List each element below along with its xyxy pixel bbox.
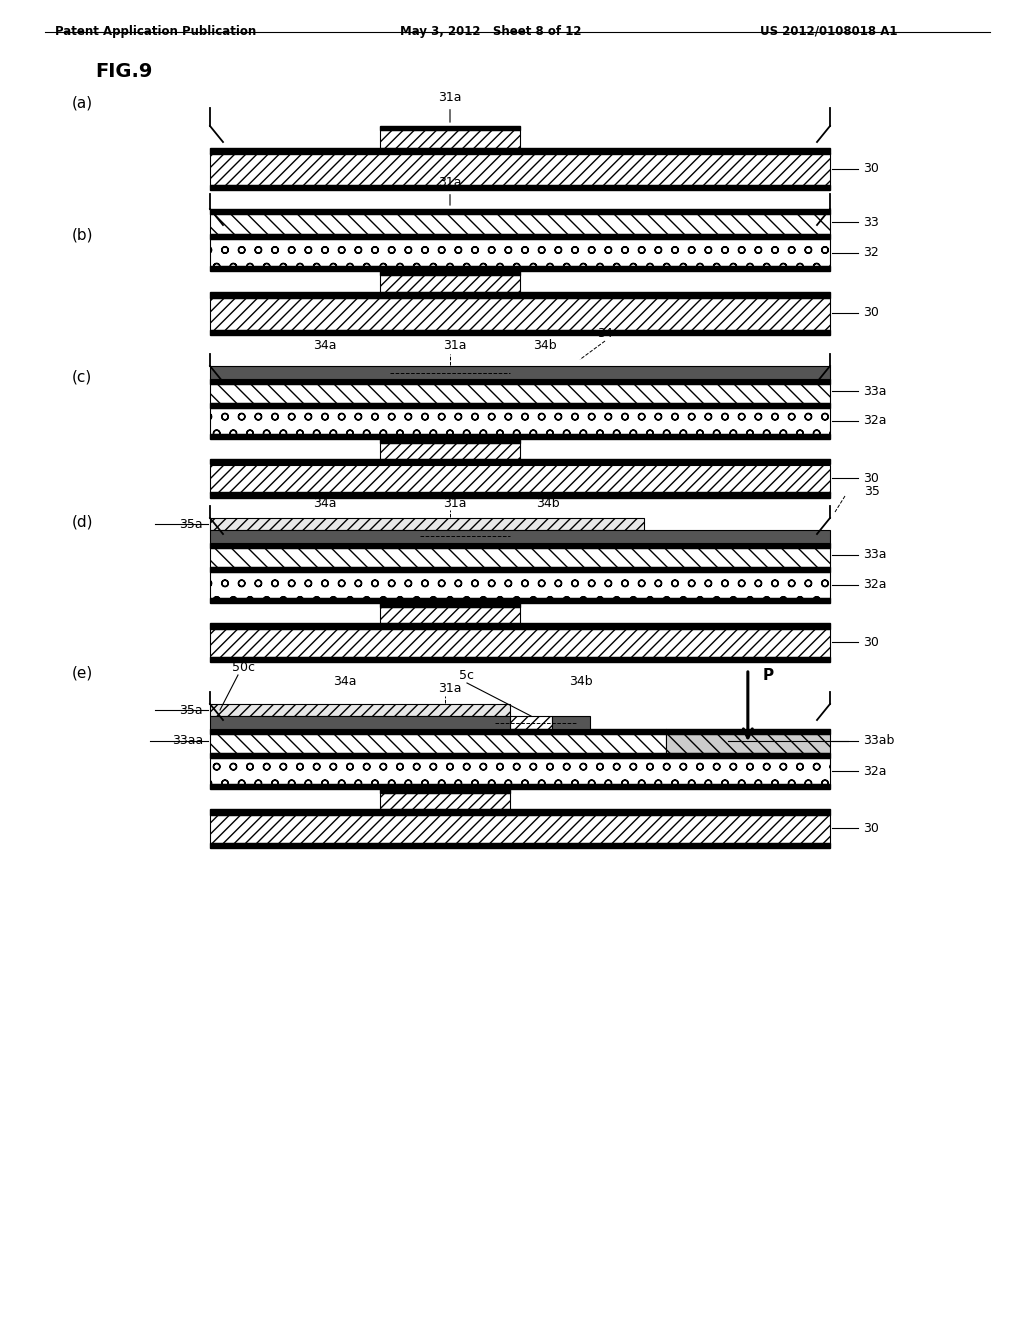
Text: May 3, 2012   Sheet 8 of 12: May 3, 2012 Sheet 8 of 12 bbox=[400, 25, 582, 38]
Bar bbox=[210, 531, 830, 543]
Text: 33ab: 33ab bbox=[863, 734, 894, 747]
Bar bbox=[380, 125, 520, 129]
Text: 34b: 34b bbox=[537, 498, 560, 510]
Text: 30: 30 bbox=[863, 821, 879, 834]
Bar bbox=[210, 543, 830, 548]
Bar bbox=[380, 440, 520, 444]
Text: 34: 34 bbox=[597, 327, 613, 341]
Text: FIG.9: FIG.9 bbox=[95, 62, 153, 81]
Bar bbox=[210, 758, 830, 784]
Text: 35: 35 bbox=[864, 484, 880, 498]
Bar bbox=[210, 734, 666, 752]
Text: 31a: 31a bbox=[438, 91, 462, 123]
Bar bbox=[210, 234, 830, 239]
Bar bbox=[380, 444, 520, 459]
Bar bbox=[210, 809, 830, 814]
Bar bbox=[210, 842, 830, 847]
Text: 33a: 33a bbox=[863, 384, 887, 397]
Text: 31a: 31a bbox=[443, 498, 467, 510]
Text: 5c: 5c bbox=[460, 669, 474, 682]
Bar bbox=[210, 628, 830, 656]
Text: 31a: 31a bbox=[438, 682, 462, 696]
Bar bbox=[210, 548, 830, 568]
Bar bbox=[210, 379, 830, 384]
Text: 30: 30 bbox=[863, 471, 879, 484]
Text: Patent Application Publication: Patent Application Publication bbox=[55, 25, 256, 38]
Bar bbox=[210, 492, 830, 498]
Bar bbox=[210, 209, 830, 214]
Text: 31a: 31a bbox=[438, 176, 462, 205]
Bar bbox=[210, 148, 830, 153]
Text: 32a: 32a bbox=[863, 578, 887, 591]
Text: 34a: 34a bbox=[333, 675, 356, 688]
Text: (b): (b) bbox=[72, 228, 93, 243]
Bar bbox=[666, 734, 830, 752]
Text: 31a: 31a bbox=[443, 339, 467, 352]
Bar bbox=[210, 297, 830, 330]
Text: P: P bbox=[763, 668, 774, 682]
Bar bbox=[210, 465, 830, 492]
Text: 33a: 33a bbox=[863, 549, 887, 561]
Text: 50c: 50c bbox=[232, 661, 255, 675]
Bar bbox=[210, 292, 830, 297]
Text: 32: 32 bbox=[863, 247, 879, 260]
Bar bbox=[210, 434, 830, 440]
Bar bbox=[210, 623, 830, 628]
Bar bbox=[210, 403, 830, 408]
Bar bbox=[380, 603, 520, 607]
Text: 34a: 34a bbox=[313, 339, 337, 352]
Text: 30: 30 bbox=[863, 162, 879, 176]
Bar bbox=[380, 275, 520, 292]
Bar bbox=[510, 715, 552, 729]
Text: 32a: 32a bbox=[863, 764, 887, 777]
Bar bbox=[380, 793, 510, 809]
Text: 32a: 32a bbox=[863, 414, 887, 428]
Text: (e): (e) bbox=[72, 665, 93, 680]
Text: 34b: 34b bbox=[569, 675, 593, 688]
Bar bbox=[210, 153, 830, 185]
Bar bbox=[210, 704, 510, 715]
Text: (a): (a) bbox=[72, 95, 93, 110]
Text: (c): (c) bbox=[72, 370, 92, 385]
Text: 33: 33 bbox=[863, 215, 879, 228]
Bar bbox=[210, 214, 830, 234]
Bar bbox=[210, 517, 644, 531]
Bar bbox=[210, 729, 666, 734]
Text: 33aa: 33aa bbox=[172, 734, 203, 747]
Bar bbox=[210, 459, 830, 465]
Text: 30: 30 bbox=[863, 306, 879, 319]
Text: 34b: 34b bbox=[534, 339, 557, 352]
Bar bbox=[210, 384, 830, 403]
Text: 30: 30 bbox=[863, 635, 879, 648]
Bar bbox=[210, 366, 830, 379]
Bar bbox=[210, 185, 830, 190]
Bar bbox=[210, 572, 830, 598]
Bar bbox=[210, 752, 830, 758]
Bar bbox=[380, 271, 520, 275]
Bar bbox=[552, 715, 590, 729]
Bar bbox=[210, 330, 830, 335]
Bar bbox=[210, 408, 830, 434]
Bar bbox=[210, 784, 830, 789]
Bar bbox=[210, 568, 830, 572]
Text: (d): (d) bbox=[72, 515, 93, 531]
Bar bbox=[210, 239, 830, 267]
Bar bbox=[210, 656, 830, 663]
Text: 35a: 35a bbox=[179, 704, 203, 717]
Bar bbox=[380, 607, 520, 623]
Bar bbox=[210, 814, 830, 842]
Bar bbox=[210, 267, 830, 271]
Text: 35a: 35a bbox=[179, 517, 203, 531]
Text: 34a: 34a bbox=[313, 498, 337, 510]
Bar bbox=[666, 729, 830, 734]
Bar bbox=[380, 789, 510, 793]
Text: US 2012/0108018 A1: US 2012/0108018 A1 bbox=[760, 25, 897, 38]
Bar bbox=[210, 715, 510, 729]
Bar bbox=[380, 129, 520, 148]
Bar bbox=[210, 598, 830, 603]
